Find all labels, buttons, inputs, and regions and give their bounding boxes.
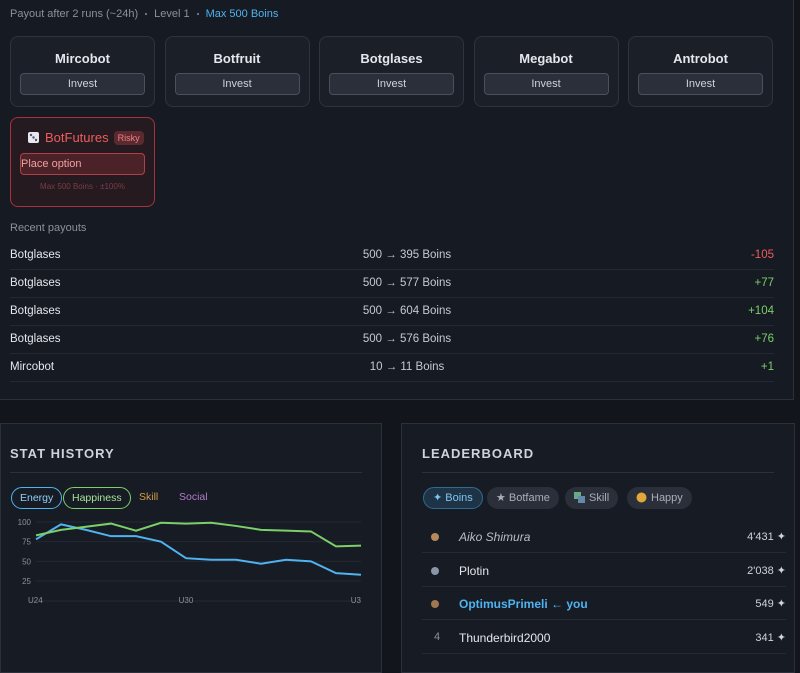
rank: 4 <box>434 630 441 643</box>
y-tick-label: 25 <box>22 577 31 586</box>
legend-skill[interactable]: Skill <box>139 491 159 503</box>
payouts-title: Recent payouts <box>10 222 87 234</box>
bot-name: Antrobot <box>673 51 728 66</box>
divider <box>422 472 774 473</box>
tab-label: Skill <box>589 492 610 504</box>
bot-name: Botglases <box>10 333 61 345</box>
payout-delta: -105 <box>750 249 774 261</box>
payout-row: Botglases 500 → 395 Boins -105 <box>10 242 774 270</box>
player-value: 341 ✦ <box>755 631 786 644</box>
bot-card: Botglases Invest <box>319 36 464 107</box>
dice-icon <box>28 132 39 143</box>
bot-name: Mircobot <box>10 361 55 373</box>
leaderboard-row: 4 Thunderbird2000 341 ✦ <box>422 621 786 654</box>
bot-card: Mircobot Invest <box>10 36 155 107</box>
bot-name: Botglases <box>360 51 423 66</box>
meta-text: Level 1 <box>154 8 190 20</box>
payout-delta: +76 <box>754 333 774 345</box>
stat-history-panel: STAT HISTORY Energy Happiness Skill Soci… <box>0 423 382 673</box>
place-option-button[interactable]: Place option <box>20 153 145 175</box>
legend-energy[interactable]: Energy <box>11 487 63 509</box>
medal <box>431 533 439 541</box>
x-tick-label: U30 <box>179 596 194 605</box>
bot-name: Botfruit <box>213 51 261 66</box>
bots-section: Payout after 2 runs (~24h) Level 1 Max 5… <box>0 0 794 400</box>
tab-skill[interactable]: Skill <box>565 487 619 509</box>
series-line <box>35 521 362 548</box>
tab-label: Happy <box>651 492 683 504</box>
y-tick-label: 100 <box>18 518 32 527</box>
bot-card: Antrobot Invest <box>628 36 773 107</box>
medal <box>431 600 439 608</box>
bot-name: Mircobot <box>55 51 110 66</box>
payout-delta: +77 <box>754 277 774 289</box>
separator <box>196 13 199 15</box>
risky-badge: Risky <box>113 130 144 145</box>
skill-icon <box>574 492 585 503</box>
tab-botfame[interactable]: ★ Botfame <box>487 487 559 509</box>
player-name: Aiko Shimura <box>459 530 531 544</box>
medal-icon <box>431 600 439 608</box>
bot-name: Botglases <box>10 249 61 261</box>
meta-text: Payout after 2 runs (~24h) <box>10 8 139 20</box>
payout-amount: 500 → 576 Boins <box>362 333 452 345</box>
series-line <box>35 523 362 576</box>
invest-button[interactable]: Invest <box>174 73 300 95</box>
divider <box>10 472 362 473</box>
panel-title: LEADERBOARD <box>422 446 535 461</box>
leaderboard-row: OptimusPrimeli ← you 549 ✦ <box>422 587 786 620</box>
y-tick-label: 50 <box>22 557 31 566</box>
invest-button[interactable]: Invest <box>483 73 609 95</box>
player-name: Plotin <box>459 563 490 578</box>
payout-amount: 10 → 11 Boins <box>369 361 445 373</box>
player-name: Thunderbird2000 <box>459 630 551 645</box>
payout-meta: Payout after 2 runs (~24h) Level 1 Max 5… <box>10 8 278 20</box>
payout-delta: +104 <box>748 305 774 317</box>
bot-name: Botglases <box>10 305 61 317</box>
player-name: OptimusPrimeli ← you <box>459 597 588 611</box>
separator <box>145 13 148 15</box>
y-tick-label: 75 <box>22 538 31 547</box>
stat-chart: 100 75 50 25 U24 U30 U3 <box>18 518 362 605</box>
x-tick-label: U24 <box>28 596 43 605</box>
payout-delta: +1 <box>760 361 774 373</box>
payout-amount: 500 → 577 Boins <box>362 277 452 289</box>
futures-card: BotFutures Risky Place option Max 500 Bo… <box>10 117 155 207</box>
panel-title: STAT HISTORY <box>10 446 115 461</box>
leaderboard-row: Aiko Shimura 4'431 ✦ <box>422 520 786 553</box>
legend-social[interactable]: Social <box>179 491 208 503</box>
medal <box>431 566 439 575</box>
bot-card: Megabot Invest <box>473 36 619 107</box>
medal-icon <box>431 566 439 575</box>
payout-row: Botglases 500 → 604 Boins +104 <box>10 298 774 326</box>
payout-amount: 500 → 604 Boins <box>362 305 452 317</box>
futures-note: Max 500 Boins · ±100% <box>40 182 125 191</box>
meta-text: Max 500 Boins <box>205 8 279 20</box>
bot-name: Botglases <box>10 277 61 289</box>
leaderboard-row: Plotin 2'038 ✦ <box>422 554 786 587</box>
payout-row: Mircobot 10 → 11 Boins +1 <box>10 354 774 382</box>
legend-happiness[interactable]: Happiness <box>63 487 131 509</box>
invest-button[interactable]: Invest <box>20 73 145 95</box>
player-value: 2'038 ✦ <box>747 564 786 577</box>
player-value: 4'431 ✦ <box>747 531 786 543</box>
bot-card: Botfruit Invest <box>164 36 310 107</box>
medal-icon <box>431 533 439 541</box>
tab-happy[interactable]: Happy <box>627 487 692 509</box>
happy-icon <box>636 492 647 503</box>
payout-row: Botglases 500 → 577 Boins +77 <box>10 270 774 298</box>
player-value: 549 ✦ <box>755 598 786 610</box>
invest-button[interactable]: Invest <box>638 73 763 95</box>
bot-name: Megabot <box>519 51 573 66</box>
payout-row: Botglases 500 → 576 Boins +76 <box>10 326 774 354</box>
leaderboard-panel: LEADERBOARD ✦ Boins ★ Botfame Skill Happ… <box>401 423 795 673</box>
invest-button[interactable]: Invest <box>329 73 454 95</box>
payout-amount: 500 → 395 Boins <box>362 249 452 261</box>
futures-name: BotFutures <box>45 130 109 145</box>
x-tick-label: U3 <box>351 596 362 605</box>
tab-boins[interactable]: ✦ Boins <box>423 487 483 509</box>
